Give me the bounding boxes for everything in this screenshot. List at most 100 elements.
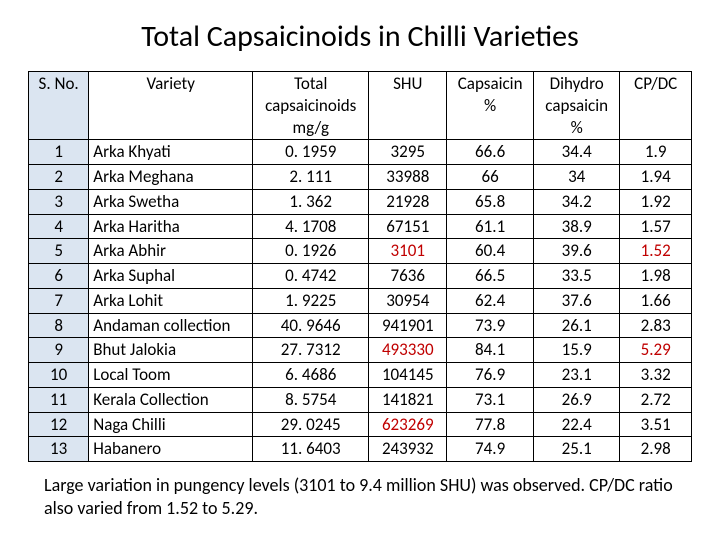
cell-variety: Naga Chilli: [89, 412, 253, 437]
cell-total: 0. 4742: [253, 264, 369, 289]
cell-total: 11. 6403: [253, 437, 369, 462]
cell-capsaicin: 66: [447, 165, 534, 190]
cell-capsaicin: 74.9: [447, 437, 534, 462]
cell-sno: 8: [29, 313, 89, 338]
cell-shu: 21928: [369, 189, 447, 214]
cell-cpdc: 1.9: [620, 140, 692, 165]
header-cpdc: CP/DC: [620, 72, 692, 140]
cell-shu: 243932: [369, 437, 447, 462]
cell-dihydro: 22.4: [533, 412, 619, 437]
table-row: 10Local Toom6. 468610414576.923.13.32: [29, 363, 692, 388]
cell-dihydro: 33.5: [533, 264, 619, 289]
cell-sno: 7: [29, 288, 89, 313]
header-dihydro: Dihydro capsaicin %: [533, 72, 619, 140]
cell-cpdc: 1.98: [620, 264, 692, 289]
cell-dihydro: 38.9: [533, 214, 619, 239]
cell-sno: 13: [29, 437, 89, 462]
cell-variety: Arka Lohit: [89, 288, 253, 313]
cell-variety: Arka Meghana: [89, 165, 253, 190]
cell-variety: Andaman collection: [89, 313, 253, 338]
cell-sno: 9: [29, 338, 89, 363]
table-row: 5Arka Abhir0. 1926310160.439.61.52: [29, 239, 692, 264]
table-row: 3Arka Swetha1. 3622192865.834.21.92: [29, 189, 692, 214]
cell-variety: Arka Khyati: [89, 140, 253, 165]
cell-shu: 3295: [369, 140, 447, 165]
cell-dihydro: 15.9: [533, 338, 619, 363]
cell-capsaicin: 66.5: [447, 264, 534, 289]
cell-shu: 623269: [369, 412, 447, 437]
cell-cpdc: 1.52: [620, 239, 692, 264]
cell-shu: 493330: [369, 338, 447, 363]
cell-dihydro: 23.1: [533, 363, 619, 388]
table-row: 11Kerala Collection8. 575414182173.126.9…: [29, 387, 692, 412]
header-capsaicin: Capsaicin %: [447, 72, 534, 140]
cell-sno: 10: [29, 363, 89, 388]
cell-sno: 1: [29, 140, 89, 165]
cell-sno: 6: [29, 264, 89, 289]
table-row: 1Arka Khyati0. 1959329566.634.41.9: [29, 140, 692, 165]
cell-cpdc: 1.94: [620, 165, 692, 190]
cell-variety: Arka Swetha: [89, 189, 253, 214]
cell-variety: Habanero: [89, 437, 253, 462]
cell-total: 2. 111: [253, 165, 369, 190]
slide-title: Total Capsaicinoids in Chilli Varieties: [28, 18, 692, 55]
capsaicinoids-table: S. No. Variety Total capsaicinoids mg/g …: [28, 71, 692, 462]
cell-cpdc: 3.51: [620, 412, 692, 437]
cell-variety: Bhut Jalokia: [89, 338, 253, 363]
cell-cpdc: 2.83: [620, 313, 692, 338]
cell-sno: 3: [29, 189, 89, 214]
cell-cpdc: 2.72: [620, 387, 692, 412]
cell-capsaicin: 77.8: [447, 412, 534, 437]
cell-total: 27. 7312: [253, 338, 369, 363]
cell-shu: 941901: [369, 313, 447, 338]
cell-cpdc: 1.92: [620, 189, 692, 214]
cell-cpdc: 1.57: [620, 214, 692, 239]
cell-cpdc: 1.66: [620, 288, 692, 313]
cell-dihydro: 37.6: [533, 288, 619, 313]
cell-variety: Arka Haritha: [89, 214, 253, 239]
cell-dihydro: 39.6: [533, 239, 619, 264]
cell-variety: Local Toom: [89, 363, 253, 388]
cell-dihydro: 26.9: [533, 387, 619, 412]
cell-capsaicin: 76.9: [447, 363, 534, 388]
cell-dihydro: 25.1: [533, 437, 619, 462]
header-sno: S. No.: [29, 72, 89, 140]
cell-dihydro: 26.1: [533, 313, 619, 338]
header-total: Total capsaicinoids mg/g: [253, 72, 369, 140]
cell-total: 40. 9646: [253, 313, 369, 338]
cell-capsaicin: 62.4: [447, 288, 534, 313]
table-row: 4Arka Haritha4. 17086715161.138.91.57: [29, 214, 692, 239]
cell-sno: 4: [29, 214, 89, 239]
cell-total: 4. 1708: [253, 214, 369, 239]
cell-dihydro: 34.4: [533, 140, 619, 165]
table-row: 8Andaman collection40. 964694190173.926.…: [29, 313, 692, 338]
cell-capsaicin: 84.1: [447, 338, 534, 363]
cell-total: 8. 5754: [253, 387, 369, 412]
cell-variety: Kerala Collection: [89, 387, 253, 412]
cell-sno: 2: [29, 165, 89, 190]
table-row: 2Arka Meghana2. 1113398866341.94: [29, 165, 692, 190]
cell-total: 1. 362: [253, 189, 369, 214]
table-row: 7Arka Lohit1. 92253095462.437.61.66: [29, 288, 692, 313]
cell-capsaicin: 73.1: [447, 387, 534, 412]
cell-shu: 104145: [369, 363, 447, 388]
table-header-row: S. No. Variety Total capsaicinoids mg/g …: [29, 72, 692, 140]
header-variety: Variety: [89, 72, 253, 140]
cell-variety: Arka Suphal: [89, 264, 253, 289]
table-row: 6Arka Suphal0. 4742763666.533.51.98: [29, 264, 692, 289]
cell-dihydro: 34.2: [533, 189, 619, 214]
cell-dihydro: 34: [533, 165, 619, 190]
cell-cpdc: 2.98: [620, 437, 692, 462]
table-row: 13Habanero11. 640324393274.925.12.98: [29, 437, 692, 462]
cell-cpdc: 3.32: [620, 363, 692, 388]
cell-shu: 33988: [369, 165, 447, 190]
cell-shu: 30954: [369, 288, 447, 313]
cell-capsaicin: 73.9: [447, 313, 534, 338]
cell-cpdc: 5.29: [620, 338, 692, 363]
cell-capsaicin: 61.1: [447, 214, 534, 239]
cell-capsaicin: 60.4: [447, 239, 534, 264]
header-shu: SHU: [369, 72, 447, 140]
cell-total: 0. 1959: [253, 140, 369, 165]
table-row: 12Naga Chilli29. 024562326977.822.43.51: [29, 412, 692, 437]
slide-caption: Large variation in pungency levels (3101…: [44, 474, 676, 521]
